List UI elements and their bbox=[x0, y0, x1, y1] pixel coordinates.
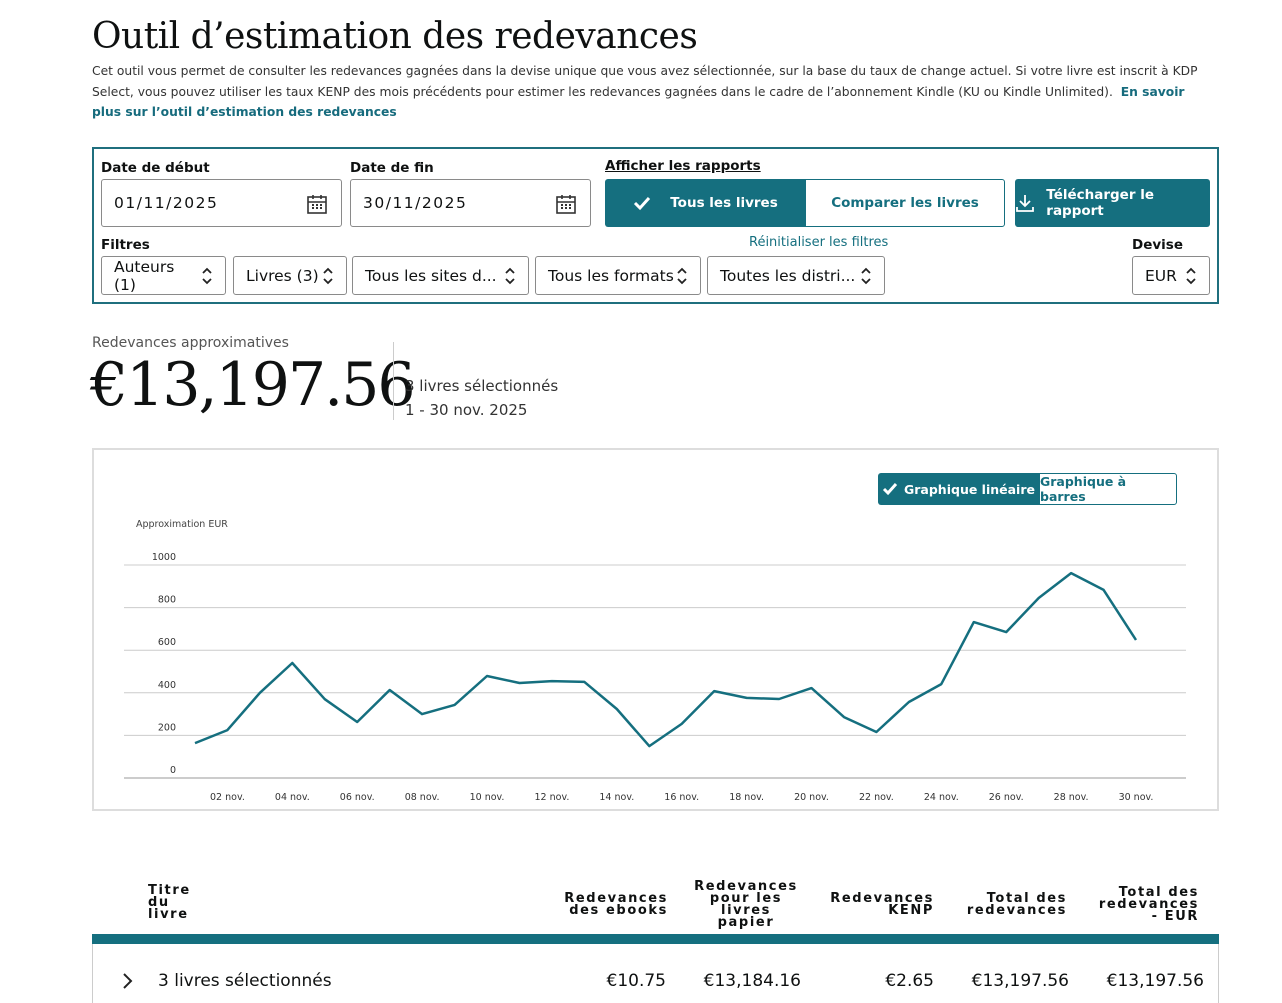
filters-label: Filtres bbox=[101, 237, 150, 253]
x-tick-label: 28 nov. bbox=[1054, 792, 1089, 803]
x-tick-label: 08 nov. bbox=[405, 792, 440, 803]
summary-books: 3 livres sélectionnés bbox=[405, 377, 559, 395]
filters-panel bbox=[92, 147, 1219, 304]
start-label: Date de début bbox=[101, 160, 210, 176]
end-value: 30/11/2025 bbox=[363, 194, 468, 212]
chevron-icon bbox=[505, 267, 515, 284]
x-tick-label: 24 nov. bbox=[924, 792, 959, 803]
table-header-bar bbox=[92, 934, 1219, 944]
currency-label: Devise bbox=[1132, 237, 1183, 253]
summary-period: 1 - 30 nov. 2025 bbox=[405, 401, 528, 419]
table-cell: €13,197.56 bbox=[1106, 971, 1204, 991]
calendar-icon bbox=[307, 195, 327, 214]
reports-label: Afficher les rapports bbox=[605, 158, 761, 174]
summary-amount: €13,197.56 bbox=[90, 350, 416, 420]
download-button[interactable]: Télécharger le rapport bbox=[1015, 179, 1210, 227]
download-icon bbox=[1016, 195, 1034, 212]
end-date[interactable]: 30/11/2025 bbox=[350, 179, 591, 227]
page-title: Outil d’estimation des redevances bbox=[92, 16, 698, 57]
bar-chart-toggle[interactable]: Graphique à barres bbox=[1039, 473, 1177, 505]
table-header: Redevances des ebooks bbox=[564, 891, 668, 918]
start-value: 01/11/2025 bbox=[114, 194, 219, 212]
select-text: Tous les sites d... bbox=[365, 266, 497, 285]
table-border bbox=[92, 944, 93, 1003]
select-text: EUR bbox=[1145, 266, 1177, 285]
x-tick-label: 26 nov. bbox=[989, 792, 1024, 803]
table-header: Redevances KENP bbox=[830, 891, 934, 918]
x-tick-label: 30 nov. bbox=[1119, 792, 1154, 803]
calendar-icon bbox=[556, 195, 576, 214]
select-text: Toutes les distri... bbox=[720, 266, 856, 285]
check-icon bbox=[882, 483, 898, 496]
y-axis-label: Approximation EUR bbox=[136, 519, 228, 530]
chart-panel bbox=[92, 448, 1219, 811]
y-tick-label: 600 bbox=[158, 637, 176, 648]
learn-more-link[interactable]: En savoir plus sur l’outil d’estimation … bbox=[92, 84, 1185, 120]
divider bbox=[393, 342, 394, 420]
select-text: Tous les formats bbox=[548, 266, 674, 285]
end-label: Date de fin bbox=[350, 160, 434, 176]
y-tick-label: 0 bbox=[170, 765, 176, 776]
x-tick-label: 20 nov. bbox=[794, 792, 829, 803]
select-text: Livres (3) bbox=[246, 266, 319, 285]
expand-icon[interactable] bbox=[121, 972, 135, 990]
check-icon bbox=[634, 196, 651, 211]
x-tick-label: 14 nov. bbox=[599, 792, 634, 803]
y-tick-label: 400 bbox=[158, 680, 176, 691]
table-border bbox=[1218, 944, 1219, 1003]
chevron-icon bbox=[1186, 267, 1196, 284]
x-tick-label: 12 nov. bbox=[535, 792, 570, 803]
table-header: Titre du livre bbox=[148, 883, 191, 922]
compare-button[interactable]: Comparer les livres bbox=[805, 179, 1005, 227]
data-line bbox=[194, 571, 1138, 748]
table-cell: €13,184.16 bbox=[703, 971, 801, 991]
chevron-icon bbox=[861, 267, 871, 284]
all-books-text: Tous les livres bbox=[670, 195, 778, 211]
reset-link[interactable]: Réinitialiser les filtres bbox=[749, 235, 889, 250]
chevron-icon bbox=[677, 267, 687, 284]
description-text: Cet outil vous permet de consulter les r… bbox=[92, 64, 1198, 99]
table-cell: €2.65 bbox=[885, 971, 934, 991]
line-toggle-text: Graphique linéaire bbox=[904, 481, 1035, 497]
description: Cet outil vous permet de consulter les r… bbox=[92, 61, 1217, 123]
x-tick-label: 02 nov. bbox=[210, 792, 245, 803]
currency-select[interactable]: EUR bbox=[1132, 256, 1210, 295]
x-tick-label: 18 nov. bbox=[729, 792, 764, 803]
table-header: Total des redevances - EUR bbox=[1098, 885, 1199, 924]
filter-select[interactable]: Toutes les distri... bbox=[707, 256, 885, 295]
select-text: Auteurs (1) bbox=[114, 257, 175, 294]
x-tick-label: 06 nov. bbox=[340, 792, 375, 803]
y-tick-label: 200 bbox=[158, 722, 176, 733]
table-cell: 3 livres sélectionnés bbox=[158, 971, 332, 991]
x-tick-label: 10 nov. bbox=[470, 792, 505, 803]
x-tick-label: 22 nov. bbox=[859, 792, 894, 803]
download-text: Télécharger le rapport bbox=[1046, 187, 1154, 219]
table-header: Total des redevances bbox=[966, 891, 1067, 918]
x-tick-label: 16 nov. bbox=[664, 792, 699, 803]
filter-select[interactable]: Auteurs (1) bbox=[101, 256, 226, 295]
table-cell: €13,197.56 bbox=[971, 971, 1069, 991]
filter-select[interactable]: Tous les formats bbox=[535, 256, 701, 295]
y-tick-label: 800 bbox=[158, 595, 176, 606]
y-tick-label: 1000 bbox=[152, 552, 176, 563]
chart: Approximation EUR 0 200 400 600 800 1000 02 no… bbox=[124, 519, 1186, 803]
summary-label: Redevances approximatives bbox=[92, 335, 289, 351]
filter-select[interactable]: Livres (3) bbox=[233, 256, 347, 295]
line-chart-toggle[interactable]: Graphique linéaire bbox=[878, 473, 1039, 505]
start-date[interactable]: 01/11/2025 bbox=[101, 179, 342, 227]
chevron-icon bbox=[323, 267, 333, 284]
table-header: Redevances pour les livres papier bbox=[694, 879, 798, 930]
x-tick-label: 04 nov. bbox=[275, 792, 310, 803]
table-cell: €10.75 bbox=[606, 971, 666, 991]
chevron-icon bbox=[202, 267, 212, 284]
all-books-button[interactable]: Tous les livres bbox=[605, 179, 805, 227]
filter-select[interactable]: Tous les sites d... bbox=[352, 256, 529, 295]
